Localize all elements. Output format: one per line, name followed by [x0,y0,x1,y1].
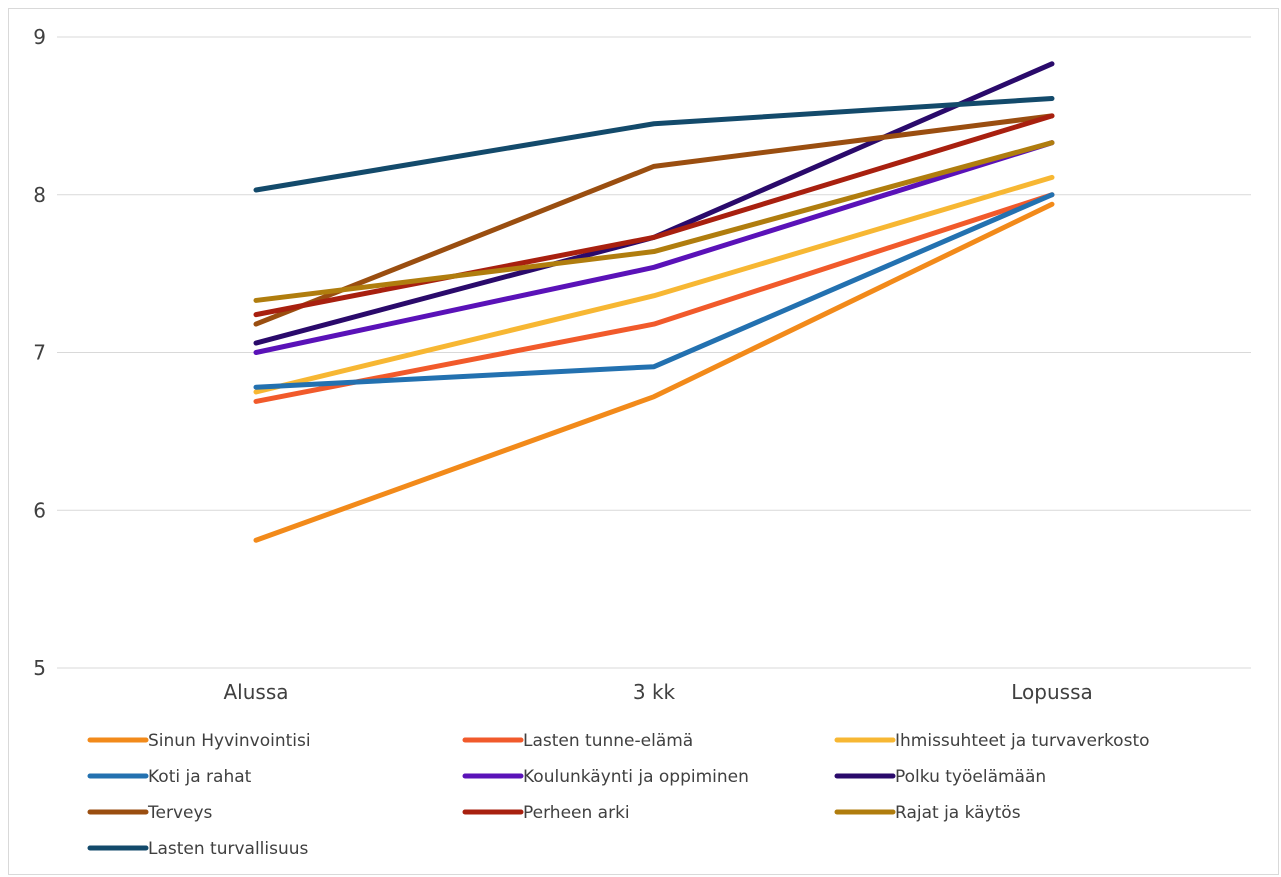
series-lines [253,61,1055,543]
y-tick-label: 8 [33,183,46,207]
x-axis: Alussa 3 kk Lopussa [223,680,1092,704]
y-tick-label: 9 [33,25,46,49]
legend-label: Koti ja rahat [148,767,252,787]
series-line [253,140,1055,355]
legend-label: Koulunkäynti ja oppiminen [523,767,749,787]
legend-item: Lasten turvallisuus [87,839,309,859]
x-tick-label: Alussa [223,680,288,704]
chart-frame [8,8,1279,875]
legend-item: Lasten tunne-elämä [462,731,693,751]
y-axis: 5 6 7 8 9 [33,25,46,680]
legend-label: Terveys [147,803,213,823]
legend-item: Ihmissuhteet ja turvaverkosto [834,731,1150,751]
legend-label: Ihmissuhteet ja turvaverkosto [895,731,1150,751]
legend-item: Sinun Hyvinvointisi [87,731,311,751]
legend-label: Sinun Hyvinvointisi [148,731,311,751]
legend-item: Rajat ja käytös [834,803,1021,823]
gridlines [57,36,1251,669]
series-line [253,113,1055,327]
x-tick-label: 3 kk [633,680,676,704]
y-tick-label: 5 [33,656,46,680]
series-line [253,113,1055,318]
legend: Sinun Hyvinvointisi Lasten tunne-elämä Ihm… [87,731,1150,859]
series-line [253,96,1055,193]
series-line [253,192,1055,404]
series-line [253,140,1055,303]
legend-item: Koti ja rahat [87,767,252,787]
series-line [253,174,1055,395]
legend-item: Perheen arki [462,803,630,823]
series-line [253,192,1055,390]
y-tick-label: 7 [33,341,46,365]
legend-item: Polku työelämään [834,767,1046,787]
y-tick-label: 6 [33,498,46,522]
legend-label: Lasten tunne-elämä [523,731,693,751]
series-line [253,201,1055,543]
legend-label: Perheen arki [523,803,630,823]
legend-label: Rajat ja käytös [895,803,1021,823]
legend-item: Terveys [87,803,213,823]
legend-label: Lasten turvallisuus [148,839,309,859]
x-tick-label: Lopussa [1011,680,1093,704]
legend-item: Koulunkäynti ja oppiminen [462,767,749,787]
legend-label: Polku työelämään [895,767,1046,787]
